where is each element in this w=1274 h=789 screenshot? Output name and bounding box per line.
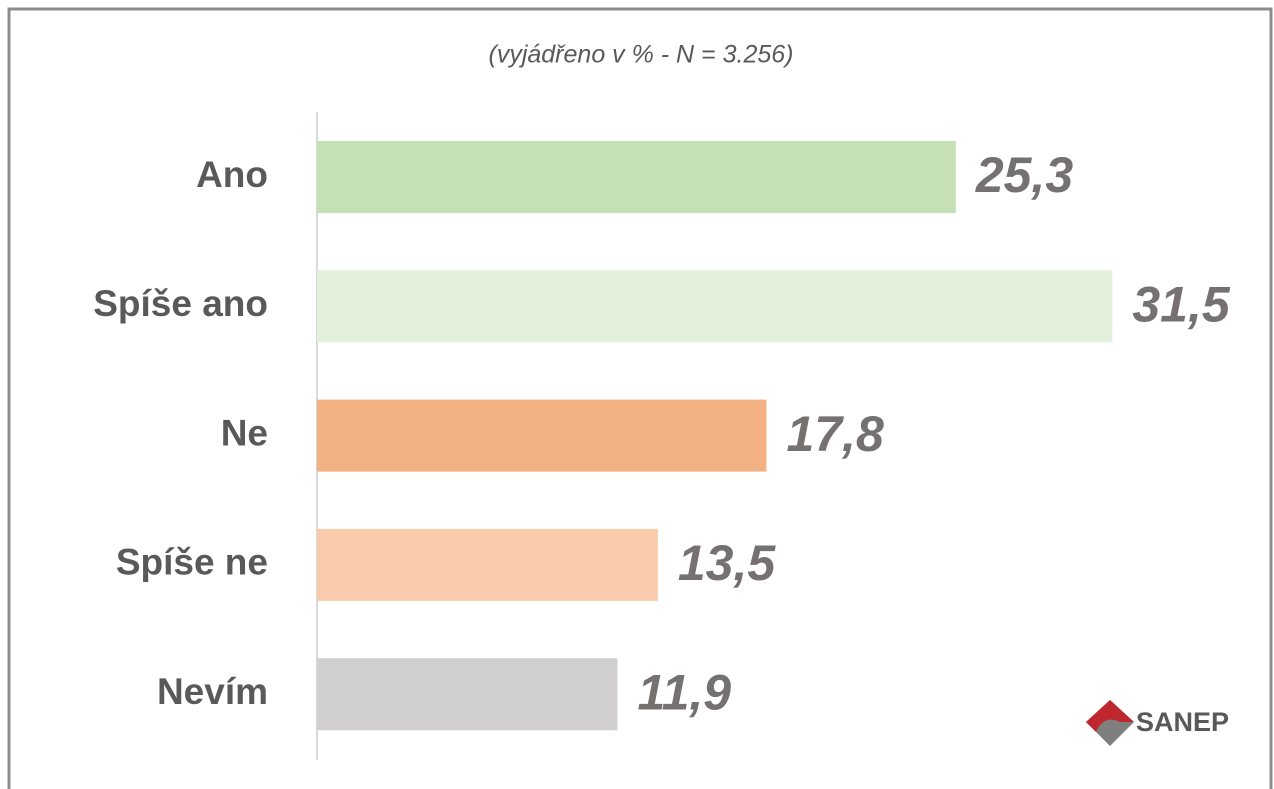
value-label: 13,5 xyxy=(678,535,777,591)
category-label: Spíše ne xyxy=(116,542,268,583)
logo-text: SANEP xyxy=(1136,707,1229,737)
value-label: 31,5 xyxy=(1132,277,1231,333)
category-label: Ne xyxy=(221,412,268,453)
frame xyxy=(7,7,1273,789)
value-label: 25,3 xyxy=(975,147,1074,203)
category-label: Ano xyxy=(196,154,268,195)
value-label: 11,9 xyxy=(637,664,731,720)
category-label: Nevím xyxy=(157,671,268,712)
value-label: 17,8 xyxy=(786,406,884,462)
bar xyxy=(317,528,658,601)
bar xyxy=(317,399,767,472)
logo: SANEP xyxy=(1086,700,1229,746)
chart-subtitle: (vyjádřeno v % - N = 3.256) xyxy=(489,41,794,69)
category-label: Spíše ano xyxy=(93,283,268,324)
bar xyxy=(317,141,956,213)
logo-icon-accent xyxy=(1086,700,1134,732)
bar xyxy=(317,270,1113,343)
bar xyxy=(317,658,618,731)
